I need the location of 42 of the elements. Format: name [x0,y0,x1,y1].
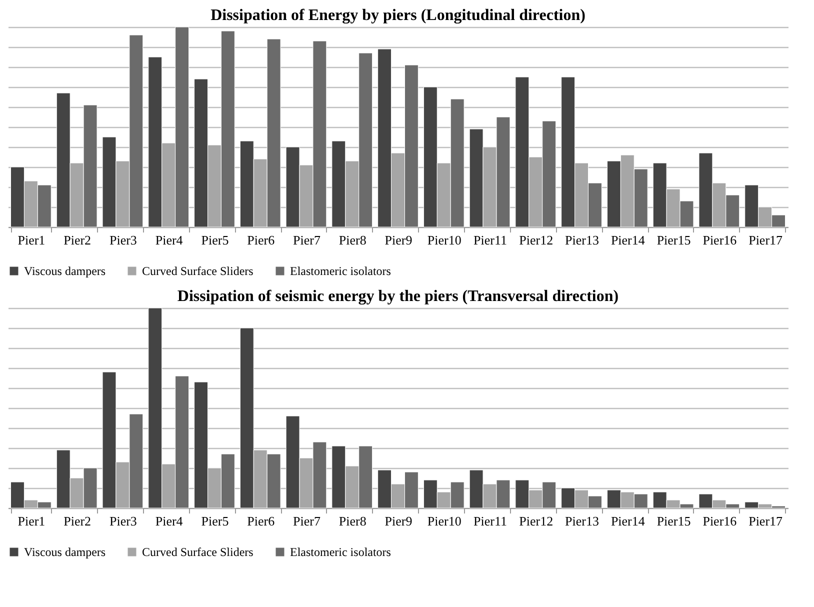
x-tick-label: Pier12 [519,514,554,528]
x-tick-label: Pier6 [247,232,276,248]
x-tick-label: Pier1 [18,514,46,528]
x-tick-label: Pier14 [610,232,646,248]
x-tick-label: Pier4 [155,232,184,248]
x-tick-label: Pier1 [18,232,46,248]
x-tick-label: Pier15 [656,232,691,248]
x-tick-label: Pier13 [565,232,600,248]
x-tick-label: Pier16 [702,232,738,248]
x-tick-label: Pier16 [702,514,738,528]
legend-label: Curved Surface Sliders [142,264,254,278]
x-tick-label: Pier2 [64,232,92,248]
x-tick-label: Pier4 [155,514,184,528]
x-tick-label: Pier10 [427,232,462,248]
x-tick-label: Pier17 [748,514,784,528]
x-tick-label: Pier12 [519,232,554,248]
x-tick-label: Pier9 [384,232,412,248]
chart-title: Dissipation of seismic energy by the piers (Transversal direction) [177,288,619,305]
x-tick-label: Pier5 [201,514,229,528]
x-tick-label: Pier3 [109,232,137,248]
x-tick-label: Pier8 [338,232,366,248]
chart-title: Dissipation of Energy by piers (Longitudinal direction) [210,6,586,24]
x-tick-label: Pier15 [656,514,691,528]
x-tick-label: Pier3 [109,514,137,528]
x-tick-label: Pier7 [293,232,321,248]
x-tick-label: Pier5 [201,232,229,248]
x-tick-label: Pier17 [748,232,784,248]
x-tick-label: Pier8 [338,514,366,528]
legend-label: Viscous dampers [24,545,106,559]
x-tick-label: Pier14 [610,514,646,528]
x-tick-label: Pier7 [293,514,321,528]
x-tick-label: Pier11 [474,232,507,248]
x-tick-label: Pier2 [64,514,92,528]
legend-label: Viscous dampers [24,264,106,278]
legend-label: Elastomeric isolators [290,545,392,559]
legend-label: Elastomeric isolators [290,264,392,278]
legend-label: Curved Surface Sliders [142,545,254,559]
x-tick-label: Pier13 [565,514,600,528]
x-tick-label: Pier6 [247,514,276,528]
x-tick-label: Pier11 [474,514,507,528]
x-tick-label: Pier10 [427,514,462,528]
x-tick-label: Pier9 [384,514,412,528]
